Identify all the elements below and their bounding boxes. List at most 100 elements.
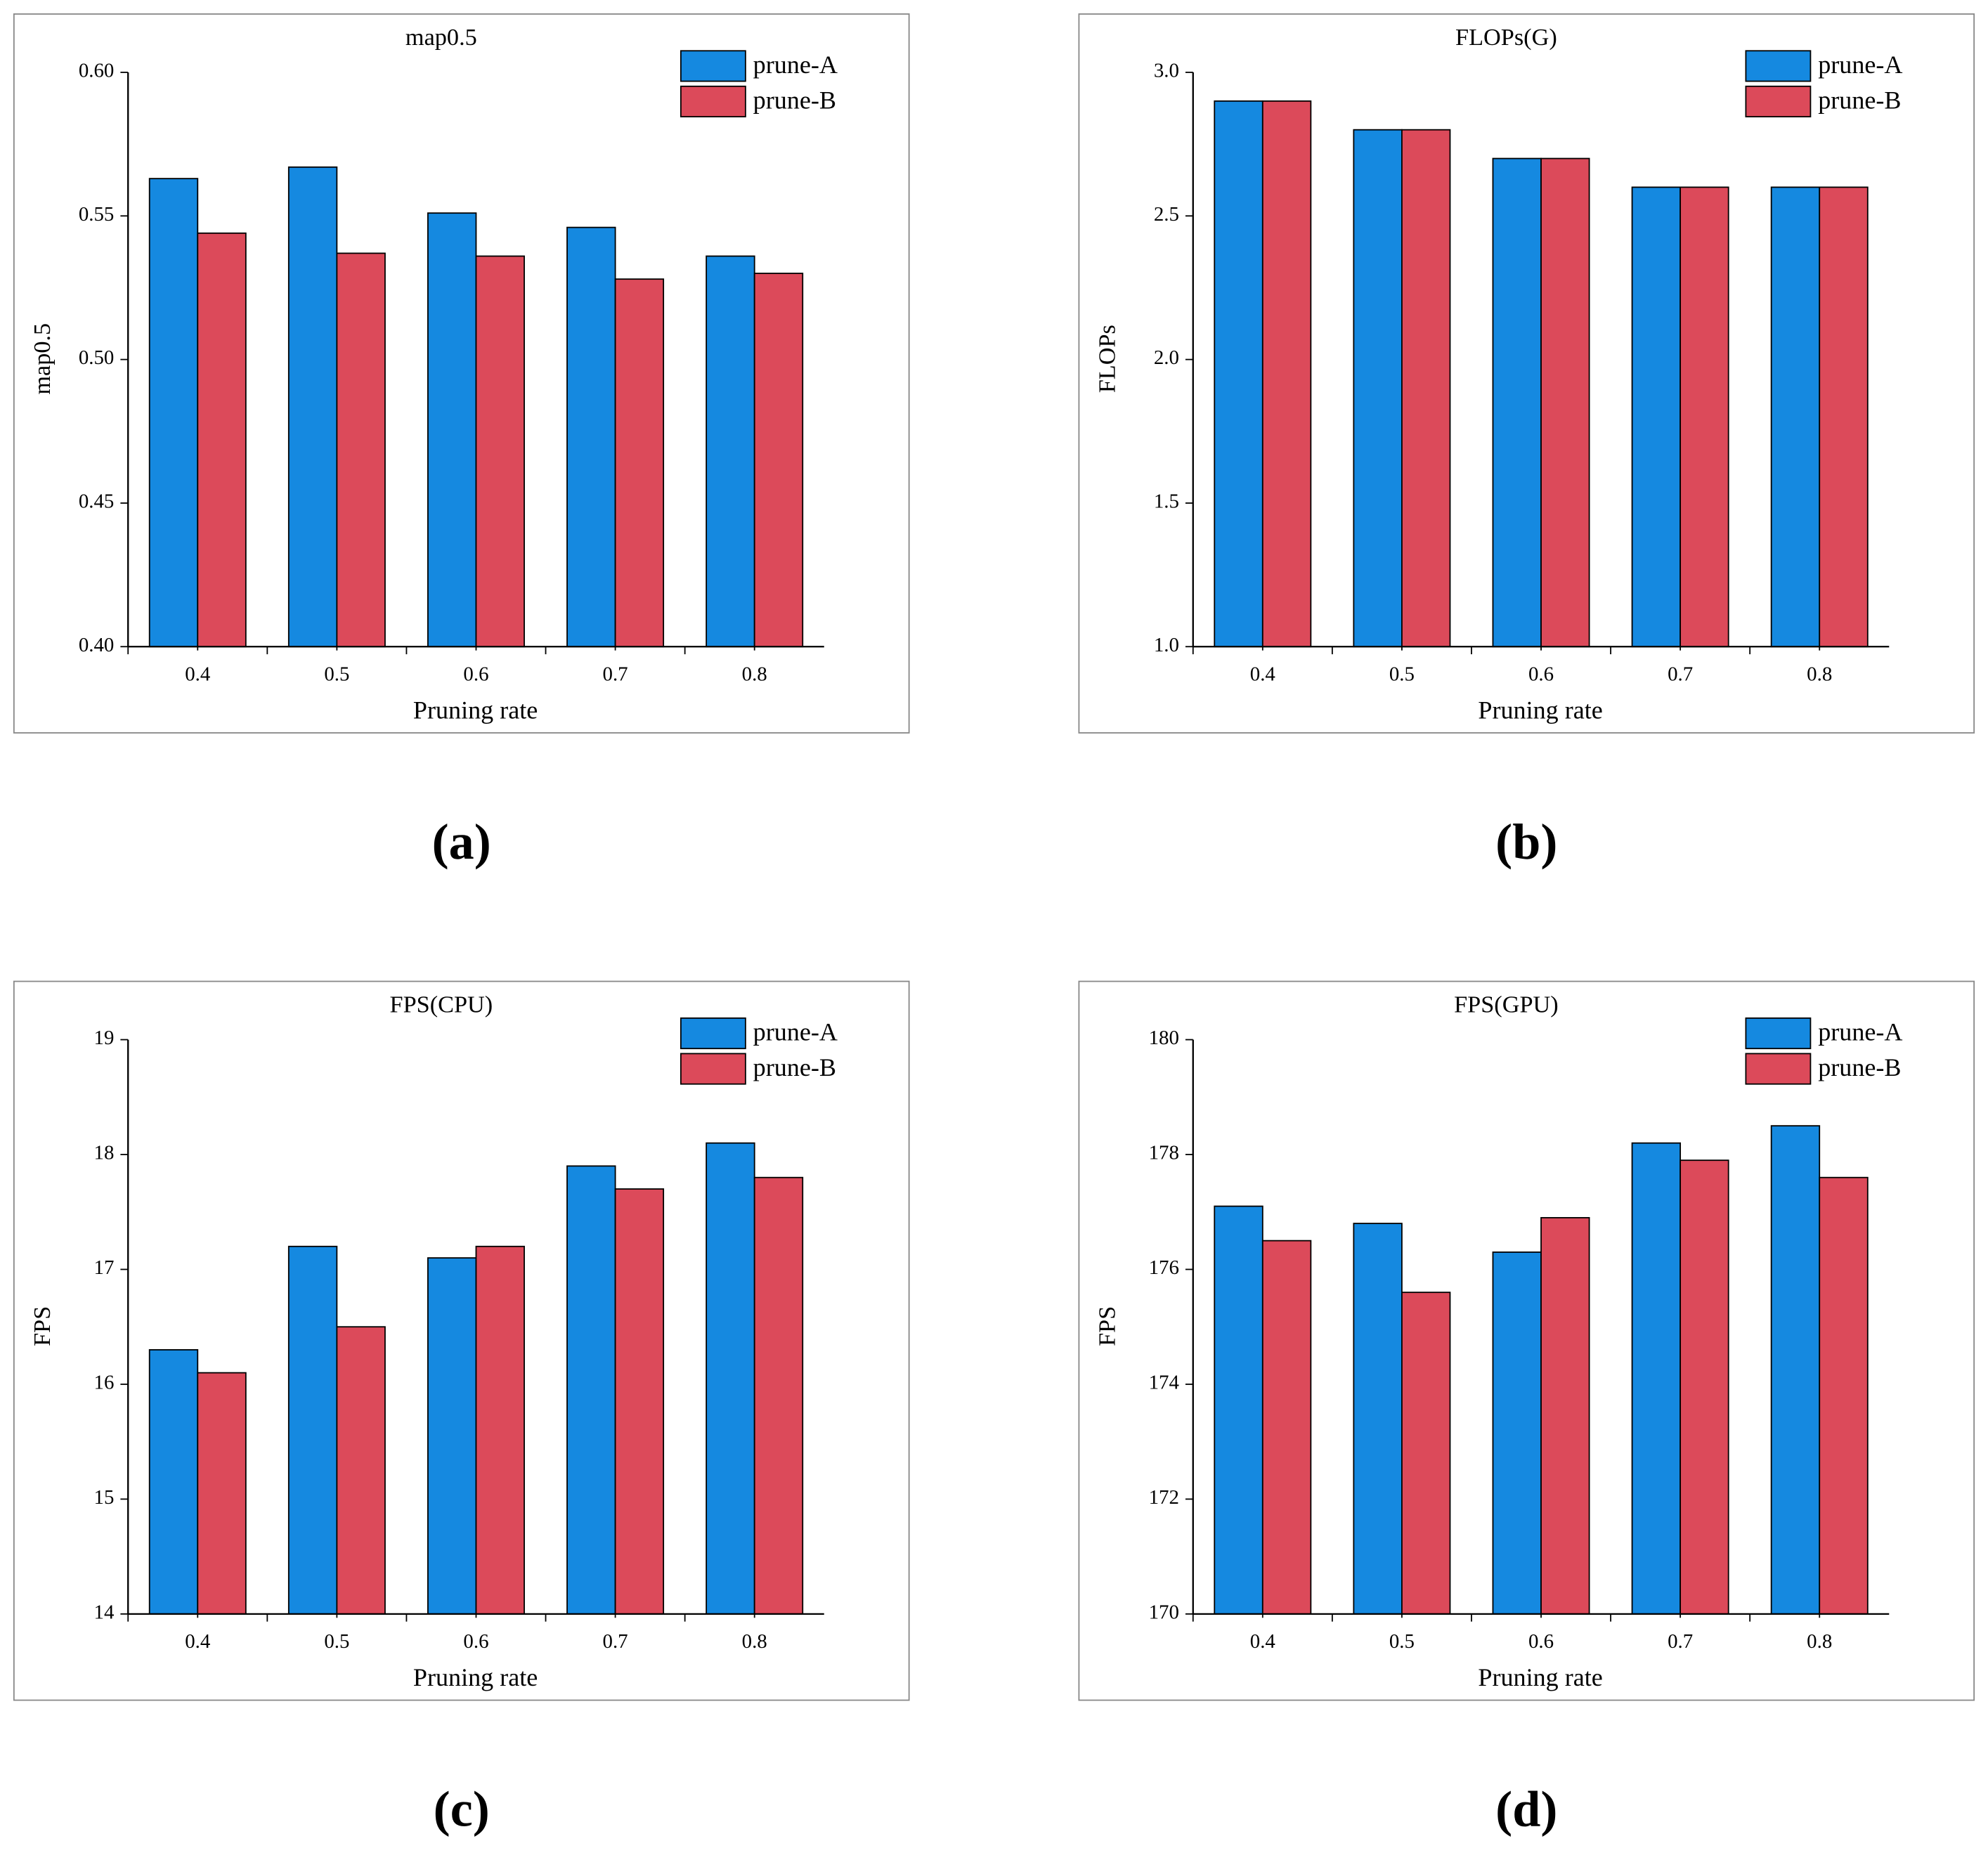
y-tick-label: 174 bbox=[1149, 1372, 1179, 1394]
x-tick-label: 0.8 bbox=[1807, 1630, 1832, 1653]
bar bbox=[336, 1326, 386, 1615]
y-axis-label: FPS bbox=[1094, 1306, 1121, 1346]
x-tick-label: 0.5 bbox=[1389, 1630, 1415, 1653]
x-tick-label: 0.4 bbox=[185, 663, 210, 685]
legend-swatch bbox=[1745, 1017, 1812, 1050]
y-tick-label: 0.60 bbox=[79, 60, 115, 82]
x-axis-label: Pruning rate bbox=[1478, 696, 1602, 724]
legend-label: prune-B bbox=[753, 1053, 836, 1081]
bar bbox=[1492, 157, 1542, 648]
panel-caption: (d) bbox=[1495, 1781, 1557, 1837]
y-tick-label: 1.5 bbox=[1154, 490, 1179, 513]
bar bbox=[427, 1257, 477, 1615]
chart-title: FPS(CPU) bbox=[390, 991, 493, 1018]
y-tick-label: 19 bbox=[94, 1027, 115, 1049]
bar bbox=[1214, 1205, 1263, 1615]
y-axis-label: FPS bbox=[29, 1306, 56, 1346]
bar bbox=[1770, 186, 1821, 648]
legend-swatch bbox=[1745, 1053, 1812, 1085]
legend-label: prune-A bbox=[753, 1018, 838, 1046]
bar bbox=[148, 1349, 199, 1615]
bar bbox=[753, 273, 804, 648]
legend-swatch bbox=[680, 1017, 746, 1050]
bar bbox=[1261, 100, 1312, 648]
legend-label: prune-A bbox=[753, 51, 838, 79]
y-tick-label: 18 bbox=[94, 1142, 115, 1164]
x-tick-label: 0.8 bbox=[742, 663, 767, 685]
panel-caption: (b) bbox=[1495, 814, 1557, 870]
legend-label: prune-B bbox=[753, 86, 836, 115]
y-axis-label: map0.5 bbox=[29, 323, 56, 395]
bar bbox=[475, 1245, 525, 1615]
x-tick-label: 0.4 bbox=[1250, 1630, 1275, 1653]
bar bbox=[1261, 1240, 1312, 1615]
x-tick-label: 0.7 bbox=[1668, 663, 1693, 685]
bar bbox=[1819, 186, 1869, 648]
chart-title: FPS(GPU) bbox=[1454, 991, 1559, 1018]
bar bbox=[1540, 157, 1590, 648]
bar bbox=[475, 255, 525, 648]
legend-label: prune-A bbox=[1818, 51, 1902, 79]
bar bbox=[1540, 1217, 1590, 1615]
panel-caption: (c) bbox=[434, 1781, 490, 1837]
chart-title: FLOPs(G) bbox=[1455, 24, 1557, 51]
panel-frame bbox=[1078, 980, 1975, 1701]
y-tick-label: 15 bbox=[94, 1486, 115, 1509]
y-tick-label: 2.0 bbox=[1154, 346, 1179, 369]
bar bbox=[287, 166, 338, 648]
bar bbox=[1401, 129, 1451, 648]
x-tick-label: 0.5 bbox=[324, 1630, 349, 1653]
bar bbox=[1631, 1142, 1682, 1615]
legend-swatch bbox=[680, 1053, 746, 1085]
bar bbox=[753, 1176, 804, 1615]
y-tick-label: 176 bbox=[1149, 1256, 1179, 1279]
bar bbox=[197, 232, 247, 648]
legend-swatch bbox=[680, 85, 746, 118]
bar bbox=[566, 1165, 616, 1615]
legend-label: prune-B bbox=[1818, 86, 1901, 115]
y-tick-label: 2.5 bbox=[1154, 203, 1179, 226]
y-tick-label: 0.50 bbox=[79, 346, 115, 369]
bar bbox=[566, 226, 616, 648]
bar bbox=[427, 212, 477, 648]
bar bbox=[1770, 1125, 1821, 1615]
y-tick-label: 180 bbox=[1149, 1027, 1179, 1049]
panel-frame bbox=[13, 980, 910, 1701]
bar bbox=[1214, 100, 1263, 648]
bar bbox=[1680, 1159, 1729, 1615]
y-tick-label: 172 bbox=[1149, 1486, 1179, 1509]
y-tick-label: 170 bbox=[1149, 1601, 1179, 1623]
x-tick-label: 0.5 bbox=[324, 663, 349, 685]
x-tick-label: 0.6 bbox=[1528, 663, 1554, 685]
legend-swatch bbox=[680, 50, 746, 82]
x-tick-label: 0.8 bbox=[742, 1630, 767, 1653]
bar bbox=[197, 1372, 247, 1615]
panel-frame bbox=[13, 13, 910, 734]
y-tick-label: 14 bbox=[94, 1601, 115, 1623]
bar bbox=[1819, 1176, 1869, 1615]
y-tick-label: 0.55 bbox=[79, 203, 115, 226]
x-tick-label: 0.4 bbox=[185, 1630, 210, 1653]
bar bbox=[706, 1142, 755, 1615]
bar bbox=[148, 178, 199, 648]
legend-swatch bbox=[1745, 85, 1812, 118]
bar bbox=[1680, 186, 1729, 648]
bar bbox=[614, 278, 665, 648]
x-tick-label: 0.5 bbox=[1389, 663, 1415, 685]
x-tick-label: 0.4 bbox=[1250, 663, 1275, 685]
bar bbox=[1353, 1223, 1403, 1615]
panel-frame bbox=[1078, 13, 1975, 734]
x-tick-label: 0.6 bbox=[463, 663, 488, 685]
x-tick-label: 0.6 bbox=[1528, 1630, 1554, 1653]
chart-title: map0.5 bbox=[405, 24, 477, 51]
bar bbox=[1401, 1292, 1451, 1615]
x-tick-label: 0.7 bbox=[603, 663, 628, 685]
y-axis-label: FLOPs bbox=[1094, 325, 1121, 393]
legend-label: prune-A bbox=[1818, 1018, 1902, 1046]
legend-swatch bbox=[1745, 50, 1812, 82]
legend-label: prune-B bbox=[1818, 1053, 1901, 1081]
y-tick-label: 178 bbox=[1149, 1142, 1179, 1164]
y-tick-label: 1.0 bbox=[1154, 634, 1179, 656]
